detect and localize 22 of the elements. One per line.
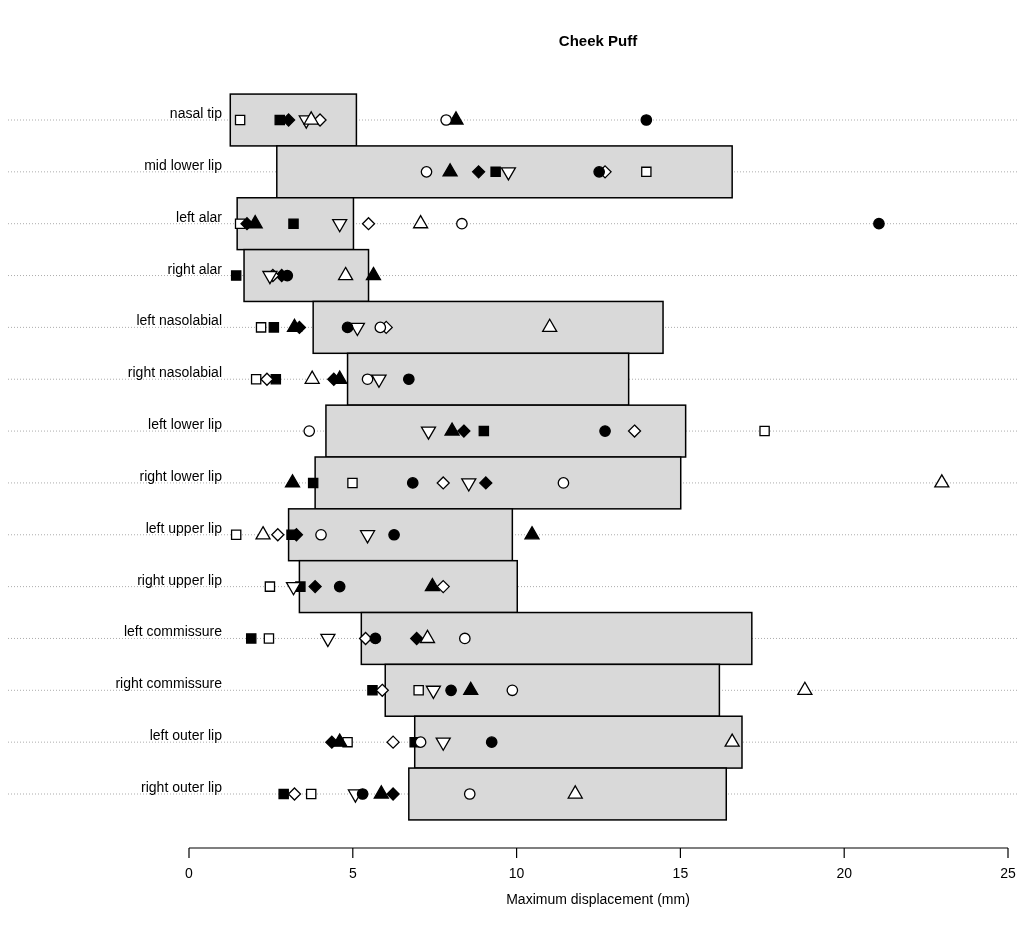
x-tick-label: 25 — [1000, 865, 1016, 881]
y-tick-label: left upper lip — [145, 519, 223, 536]
x-tick-label: 5 — [348, 865, 357, 881]
y-tick-label: right nasolabial — [127, 364, 222, 381]
chart-title: Cheek Puff — [558, 32, 639, 49]
x-tick-label: 10 — [508, 865, 525, 881]
y-tick-label: left nasolabial — [136, 312, 222, 329]
y-tick-label: left lower lip — [148, 416, 223, 433]
y-tick-label: right lower lip — [139, 467, 223, 484]
y-tick-label: right alar — [167, 260, 223, 277]
y-tick-label: right upper lip — [137, 571, 223, 588]
y-tick-label: right outer lip — [141, 779, 223, 795]
x-tick-label: 0 — [185, 865, 194, 881]
y-tick-label: mid lower lip — [144, 156, 223, 173]
x-axis-title: Maximum displacement (mm) — [506, 891, 690, 907]
x-tick-label: 15 — [672, 865, 689, 881]
y-tick-label: left outer lip — [149, 727, 223, 744]
y-tick-label: left commissure — [123, 623, 223, 640]
y-tick-label: right commissure — [115, 675, 223, 692]
x-tick-label: 20 — [836, 865, 853, 881]
y-tick-label: nasal tip — [169, 105, 223, 121]
y-tick-label: left alar — [176, 208, 223, 225]
